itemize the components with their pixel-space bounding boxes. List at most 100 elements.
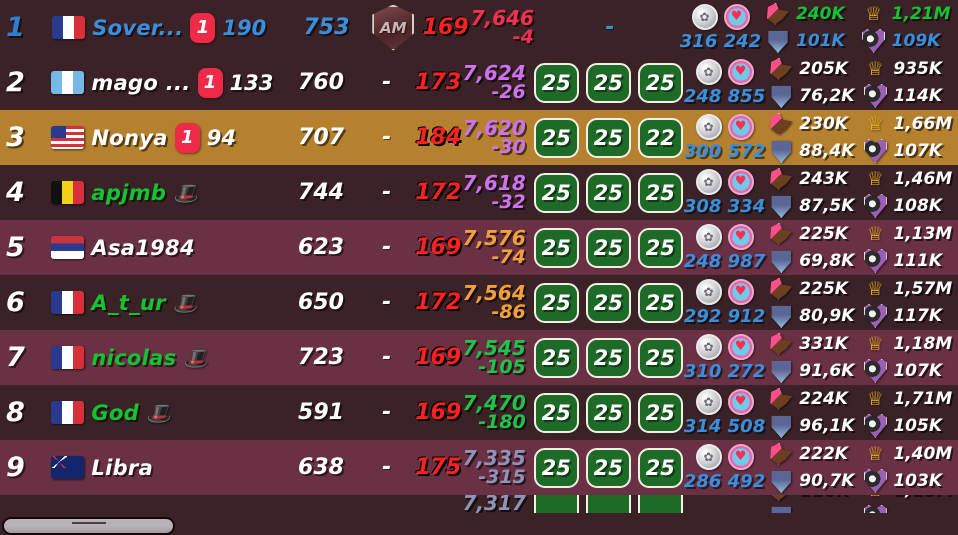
player-name[interactable]: nicolas [91,345,177,370]
score-box[interactable]: 25 [533,117,579,158]
table-row[interactable]: 9 Libra 638-175 7,335 -315 25 25 25 ✿ ♥ 286 492 222… [0,440,958,495]
currency-values: 300 572 [683,140,766,162]
yin-shape [863,414,887,438]
horizontal-scrollbar[interactable] [0,513,958,535]
score-box[interactable]: 25 [637,282,683,323]
yinyang-heart-icon [862,139,888,163]
score-value: 7,618 [462,170,526,195]
phoenix-icon [768,167,794,191]
france-flag [52,16,86,39]
score-box[interactable]: 22 [637,117,683,158]
shield-value: 76,2K [799,86,855,106]
score-box[interactable]: 25 [533,62,579,103]
crown-icon: ♕ [866,58,884,80]
yinyang-heart-icon [862,194,888,218]
currency-icons: ✿ ♥ [695,333,754,360]
top-hat-icon: 🎩 [172,290,198,315]
score-box[interactable]: 25 [585,282,631,323]
table-row[interactable]: 3 Nonya 1 94 707-184 7,620 -30 25 25 22 ✿ ♥ 300 572 2… [0,110,958,165]
resource-group-1: 222K 90,7K [766,442,862,493]
resource-group-1: 331K 91,6K [766,332,862,383]
score-box[interactable]: 25 [637,447,683,488]
empty-dash: - [382,400,392,425]
score-box[interactable]: 25 [533,227,579,268]
resource-line: 90,7K [768,469,862,493]
player-cell: Nonya 1 94 [51,122,282,153]
score-box[interactable]: 25 [533,282,579,323]
score-box[interactable]: 25 [637,227,683,268]
score-cell: 7,618 -32 [462,170,534,213]
player-cell: Sover... 1 190 [52,12,287,43]
currency-values: 248 855 [683,85,766,107]
score-value: 7,545 [462,335,526,360]
score-box[interactable]: 25 [533,337,579,378]
score-box[interactable]: 25 [637,337,683,378]
table-row[interactable]: 7 nicolas 🎩 723-169 7,545 -105 25 25 25 ✿ ♥ 310 272… [0,330,958,385]
resource-group-2: ♕ 1,40M 103K [862,442,958,493]
player-name[interactable]: Sover... [92,15,184,40]
score-box[interactable]: 25 [585,227,631,268]
player-cell: Asa1984 [51,236,282,260]
scrollbar-thumb[interactable] [2,517,175,535]
table-row[interactable]: 8 God 🎩 591-169 7,470 -180 25 25 25 ✿ ♥ 314 508 224K… [0,385,958,440]
phoenix-icon [768,495,794,502]
currency-cell: ✿ ♥ 316 242 [678,3,763,52]
score-cell: 7,576 -74 [463,227,534,268]
resource-line: 76,2K [768,84,862,108]
score-box[interactable]: 25 [637,172,683,213]
score-box[interactable]: 25 [585,172,631,213]
player-name[interactable]: mago ... [91,70,191,95]
score-boxes-cell: 25 25 25 [533,227,683,268]
player-name[interactable]: apjmb [91,180,167,205]
clan-badge-cell: - [360,455,414,480]
rank-cell: 9 [6,452,25,483]
score-cell: 7,317 [463,495,534,514]
table-row[interactable]: 2 mago ... 1 133 760-173 7,624 -26 25 25 25 ✿ ♥ 248 … [0,55,958,110]
score-value: 7,317 [462,495,526,516]
table-row[interactable]: 5 Asa1984 623-169 7,576 -74 25 25 25 ✿ ♥ 248 987 22… [0,220,958,275]
table-row[interactable]: 1 Sover... 1 190 753 AM 169 7,646 -4- ✿ ♥ 316 242 24… [0,0,958,55]
player-name[interactable]: A_t_ur [91,290,166,315]
crown-value: 1,57M [893,279,953,299]
score-box[interactable]: 25 [585,447,631,488]
table-row[interactable]: 6 A_t_ur 🎩 650-172 7,564 -86 25 25 25 ✿ ♥ 292 912 22… [0,275,958,330]
player-name[interactable]: Nonya [91,125,168,150]
australia-flag [51,456,85,479]
score-box[interactable]: 25 [637,392,683,433]
coin-icon: ✿ [695,333,722,360]
player-name[interactable]: Asa1984 [91,235,195,260]
player-name[interactable]: Libra [91,455,154,480]
score-box[interactable]: 25 [637,62,683,103]
clan-shield-icon[interactable]: AM [372,4,415,51]
shield-value: 80,9K [799,306,855,326]
clan-shield-label: AM [379,18,407,37]
score-box[interactable]: 25 [533,172,579,213]
red-value-cell: 169 [415,345,462,370]
currency-values: 310 272 [683,360,766,382]
phoenix-icon [768,387,794,411]
score-box[interactable]: 25 [585,62,631,103]
currency-icons: ✿ ♥ [695,223,754,250]
score-box[interactable]: 25 [585,337,631,378]
currency-values: 316 242 [679,30,762,52]
resource-line: ♕ 1,46M [862,167,958,191]
clan-badge-cell: - [360,180,414,205]
resource-line: ♕ 1,21M [861,2,958,26]
player-name[interactable]: God [91,400,140,425]
score-box[interactable]: 25 [585,392,631,433]
heart-icon: ♥ [727,333,754,360]
score-box[interactable]: 25 [533,392,579,433]
score-cell: 7,335 -315 [463,447,534,488]
score-box[interactable]: 25 [585,117,631,158]
phoenix-value: 243K [799,169,848,189]
phoenix-shape [770,495,793,501]
rank-cell: 4 [6,177,25,208]
table-row[interactable]: 4 apjmb 🎩 744-172 7,618 -32 25 25 25 ✿ ♥ 308 334 243… [0,165,958,220]
points-cell: 623 [298,235,344,260]
shield-value: 87,5K [799,196,855,216]
resource-line: 69,8K [768,249,862,273]
score-box[interactable]: 25 [533,447,579,488]
yinyang-heart-icon [862,304,888,328]
clan-badge-cell: - [360,125,414,150]
